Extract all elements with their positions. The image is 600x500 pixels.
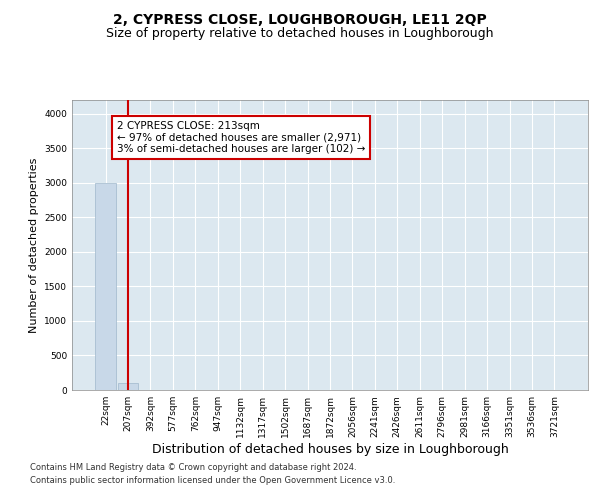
Text: 2, CYPRESS CLOSE, LOUGHBOROUGH, LE11 2QP: 2, CYPRESS CLOSE, LOUGHBOROUGH, LE11 2QP [113, 12, 487, 26]
Y-axis label: Number of detached properties: Number of detached properties [29, 158, 38, 332]
Bar [118, 383, 138, 390]
Text: Size of property relative to detached houses in Loughborough: Size of property relative to detached ho… [106, 28, 494, 40]
Bar [95, 183, 116, 390]
X-axis label: Distribution of detached houses by size in Loughborough: Distribution of detached houses by size … [152, 442, 508, 456]
Text: Contains public sector information licensed under the Open Government Licence v3: Contains public sector information licen… [30, 476, 395, 485]
Text: 2 CYPRESS CLOSE: 213sqm
← 97% of detached houses are smaller (2,971)
3% of semi-: 2 CYPRESS CLOSE: 213sqm ← 97% of detache… [117, 120, 365, 154]
Text: Contains HM Land Registry data © Crown copyright and database right 2024.: Contains HM Land Registry data © Crown c… [30, 464, 356, 472]
